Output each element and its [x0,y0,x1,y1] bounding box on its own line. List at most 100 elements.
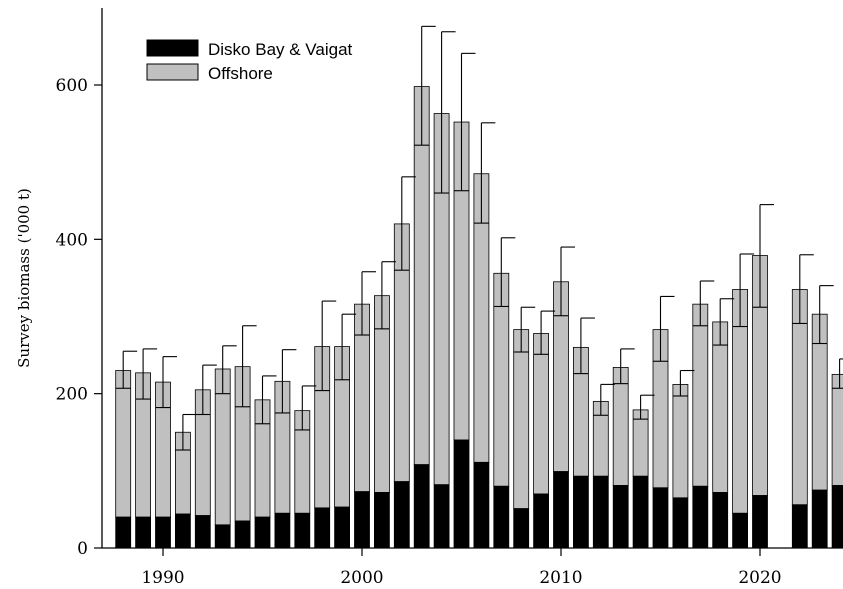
error-bar-2014 [633,394,655,420]
bar-disko-1991 [174,513,191,549]
error-bar-1991 [175,413,197,451]
error-bar-2019 [732,253,755,328]
error-bar-2020 [752,204,774,308]
error-bar-2000 [354,271,376,336]
error-bar-2012 [593,383,615,416]
legend-label-offshore: Offshore [208,64,273,83]
bar-disko-1999 [334,506,351,549]
plot-area [115,86,843,549]
bar-offshore-2018 [712,321,729,493]
x-tick-label: 1990 [141,568,184,588]
bar-disko-2014 [632,475,649,549]
bar-disko-1992 [194,515,211,549]
error-bar-1996 [274,349,297,414]
x-tick-label: 2000 [340,568,383,588]
bar-offshore-2024 [831,373,843,486]
bar-disko-2017 [692,485,709,549]
error-bar-2024 [832,358,843,389]
bar-disko-2023 [811,489,828,549]
bar-offshore-2016 [672,384,689,499]
error-bar-2005 [454,52,476,192]
error-bars [115,25,843,451]
error-bar-1989 [135,348,158,400]
bar-disko-2015 [652,487,669,549]
bar-disko-1998 [314,507,331,549]
error-bar-2013 [613,348,635,385]
bar-offshore-2008 [513,329,530,510]
bar-disko-2002 [393,481,410,549]
legend-swatch-disko [146,39,199,57]
error-bar-2001 [374,261,396,330]
x-tick-label: 2010 [539,568,582,588]
legend-label-disko: Disko Bay & Vaigat [208,40,353,59]
legend: Disko Bay & Vaigat Offshore [146,39,353,83]
y-axis-title: Survey biomass ('000 t) [15,188,33,368]
bar-offshore-2014 [632,409,649,477]
bar-disko-1995 [254,516,271,549]
y-ticks: 0 200 400 600 [56,76,102,559]
error-bar-1992 [195,364,217,416]
bar-disko-1990 [155,516,171,549]
error-bar-1990 [155,356,177,409]
bar-disko-2006 [473,461,490,549]
x-tick-label: 2020 [738,568,781,588]
bar-offshore-2017 [692,303,709,487]
bar-disko-2022 [791,504,808,549]
error-bar-2002 [394,176,416,271]
x-ticks: 1990 2000 2010 2020 [141,548,782,588]
error-bar-2017 [692,280,715,327]
bar-disko-2007 [493,485,510,549]
error-bar-2009 [533,310,556,355]
error-bar-2011 [573,317,595,375]
error-bar-1998 [314,300,337,392]
error-bar-2023 [812,285,834,345]
y-tick-label: 200 [56,385,88,405]
y-tick-label: 400 [56,230,88,250]
error-bar-2018 [712,298,735,346]
legend-swatch-offshore [146,63,199,81]
error-bar-1994 [235,325,257,408]
bar-disko-1994 [234,520,251,549]
bar-disko-1993 [214,524,231,549]
error-bar-1993 [215,345,237,395]
bar-disko-2005 [453,439,470,549]
y-tick-label: 600 [56,76,88,96]
error-bar-2016 [672,369,695,397]
bar-disko-1996 [274,512,291,549]
bar-disko-2003 [413,464,430,549]
bar-disko-2008 [513,508,530,549]
error-bar-2004 [434,31,456,194]
error-bar-2022 [792,254,814,324]
error-bar-2015 [653,295,675,362]
bar-offshore-2013 [612,367,629,486]
error-bar-2006 [473,122,496,224]
error-bar-1997 [294,385,317,431]
bar-disko-2018 [712,492,729,549]
error-bar-1988 [115,350,138,389]
error-bar-2010 [553,246,575,317]
bar-disko-2000 [354,491,370,549]
bar-disko-2016 [672,497,689,549]
bar-offshore-1988 [115,370,132,518]
bar-offshore-2009 [533,333,549,495]
bar-disko-2020 [752,495,768,549]
y-tick-label: 0 [77,539,88,559]
bar-disko-2013 [612,485,629,549]
bar-disko-1989 [135,516,152,549]
error-bar-2008 [513,306,536,353]
error-bar-1995 [255,375,277,425]
bar-disko-2010 [553,471,569,549]
bar-disko-1997 [294,512,311,549]
bar-disko-2011 [573,475,589,549]
bar-disko-2009 [533,493,549,549]
bar-disko-1988 [115,516,132,549]
bar-disko-2004 [433,484,450,549]
error-bar-1999 [334,313,357,381]
error-bar-2003 [414,25,436,146]
error-bar-2007 [493,237,516,308]
bar-disko-2012 [592,475,609,549]
bar-disko-2001 [373,492,390,549]
bar-disko-2024 [831,485,843,549]
bar-disko-2019 [732,512,748,549]
